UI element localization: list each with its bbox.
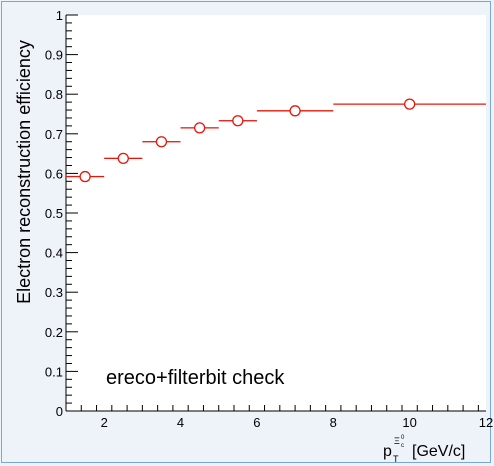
x-tick-label: 12	[479, 415, 493, 430]
tick-labels: 00.10.20.30.40.50.60.70.80.912 4 6 8 10 12	[45, 8, 493, 430]
annotation: ereco+filterbit check	[106, 367, 285, 389]
data-point	[142, 136, 181, 148]
x-axis-label-subscript: T	[393, 454, 399, 464]
y-tick-label: 0.5	[45, 206, 63, 221]
x-tick-label: 8	[330, 415, 337, 430]
y-tick-label: 0.9	[45, 48, 63, 63]
y-tick-label: 0.8	[45, 87, 63, 102]
x-axis-label-superscript-sub: c	[401, 443, 404, 449]
y-tick-label: 0.6	[45, 166, 63, 181]
y-tick-label: 0.3	[45, 285, 63, 300]
data-point	[180, 122, 219, 134]
data-point	[333, 98, 486, 110]
data-point	[218, 115, 257, 127]
y-tick-label: 0.2	[45, 325, 63, 340]
plot-background	[66, 15, 486, 411]
x-tick-label: 2	[101, 415, 108, 430]
y-tick-label: 1	[56, 8, 63, 23]
data-point	[66, 170, 105, 183]
x-tick-label: 6	[253, 415, 260, 430]
y-axis-label: Electron reconstruction efficiency	[14, 40, 34, 304]
x-axis-label: p T Ξ c 0 [GeV/c]	[383, 435, 465, 464]
data-marks	[66, 98, 486, 183]
y-tick-label: 0.7	[45, 127, 63, 142]
y-tick-label: 0.1	[45, 364, 63, 379]
y-tick-label: 0	[56, 404, 63, 419]
x-axis-label-superscript-sup: 0	[401, 435, 405, 441]
data-point	[256, 105, 334, 117]
marker-open-circle	[193, 122, 206, 134]
marker-open-circle	[79, 170, 91, 183]
ticks	[65, 14, 479, 412]
marker-open-circle	[232, 115, 244, 127]
marker-open-circle	[289, 105, 301, 117]
data-point	[104, 152, 143, 165]
x-tick-label: 4	[177, 415, 184, 430]
x-axis-label-unit: [GeV/c]	[412, 443, 465, 460]
marker-open-circle	[155, 136, 168, 148]
marker-open-circle	[117, 152, 129, 165]
y-tick-label: 0.4	[45, 246, 63, 261]
x-axis-label-base: p	[383, 443, 392, 460]
marker-open-circle	[403, 98, 416, 110]
x-axis-label-superscript: Ξ	[394, 436, 400, 446]
x-tick-label: 10	[402, 415, 416, 430]
